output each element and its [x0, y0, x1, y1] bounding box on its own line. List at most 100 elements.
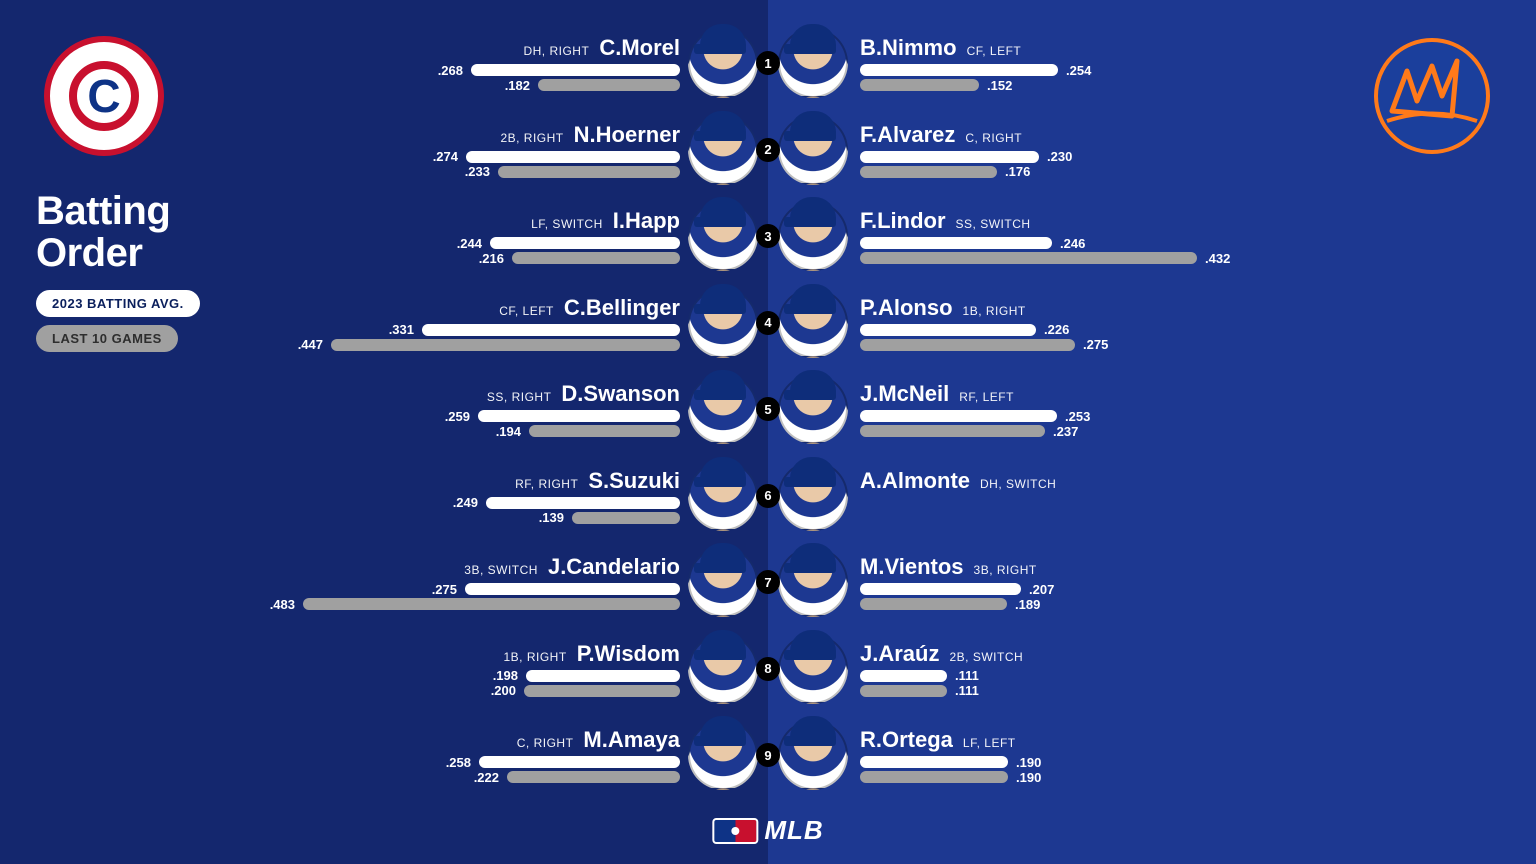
stat-value: .259: [437, 409, 478, 424]
stat-value: .268: [430, 63, 471, 78]
stat-value: .331: [381, 322, 422, 337]
player-row: J.McNeil RF, LEFT .253.237: [768, 370, 1268, 448]
player-bars: .190 .190: [860, 756, 1268, 783]
last10-bar: .200: [483, 685, 680, 697]
player-bars: .259 .194: [268, 410, 680, 437]
stat-value: .182: [497, 78, 538, 93]
player-bars: .207.189: [860, 583, 1268, 610]
season-avg-bar: .246: [860, 237, 1093, 249]
player-row: 4CF, LEFTC.Bellinger.331.447: [268, 284, 768, 362]
player-position: RF, LEFT: [959, 390, 1014, 404]
last10-bar: .194: [488, 425, 680, 437]
stat-value: .207: [1021, 582, 1062, 597]
player-nameline: P.Alonso 1B, RIGHT: [860, 295, 1026, 321]
player-info: CF, LEFTC.Bellinger .331 .447: [268, 295, 680, 351]
player-info: 3B, SWITCHJ.Candelario.275.483: [268, 554, 680, 610]
slot-number: 7: [756, 570, 780, 594]
player-bars: .230.176: [860, 151, 1268, 178]
slot-number: 2: [756, 138, 780, 162]
player-headshot: [778, 374, 848, 444]
season-avg-bar: .230: [860, 151, 1080, 163]
player-position: C, RIGHT: [517, 736, 574, 750]
player-row: A.AlmonteDH, SWITCH: [768, 457, 1268, 535]
player-bars: .253.237: [860, 410, 1268, 437]
last10-bar: .189: [860, 598, 1048, 610]
player-row: J.Araúz2B, SWITCH.111.111: [768, 630, 1268, 708]
stat-value: .230: [1039, 149, 1080, 164]
stat-bar: [465, 583, 680, 595]
player-row: F.Alvarez C, RIGHT .230.176: [768, 111, 1268, 189]
player-bars: [860, 497, 1268, 524]
player-row: R.OrtegaLF, LEFT.190.190: [768, 716, 1268, 794]
lineup-away: 1DH, RIGHTC.Morel.268.18222B, RIGHTN.Hoe…: [268, 24, 768, 794]
player-bars: .275.483: [268, 583, 680, 610]
away-panel: C Batting Order 2023 BATTING AVG. LAST 1…: [0, 0, 768, 864]
player-row: 73B, SWITCHJ.Candelario.275.483: [268, 543, 768, 621]
player-headshot: [778, 461, 848, 531]
mlb-footer: MLB: [712, 815, 823, 846]
legend-last10: LAST 10 GAMES: [36, 325, 178, 352]
slot-number: 8: [756, 657, 780, 681]
player-headshot: [778, 547, 848, 617]
player-bars: .111.111: [860, 670, 1268, 697]
player-info: RF, RIGHTS.Suzuki.249.139: [268, 468, 680, 524]
stat-bar: [860, 410, 1057, 422]
player-name: B.Nimmo: [860, 35, 957, 61]
player-row: 6RF, RIGHTS.Suzuki.249.139: [268, 457, 768, 535]
player-name: J.McNeil: [860, 381, 949, 407]
stat-value: .244: [449, 236, 490, 251]
player-position: 1B, RIGHT: [963, 304, 1026, 318]
legend-season: 2023 BATTING AVG.: [36, 290, 200, 317]
player-nameline: RF, RIGHTS.Suzuki: [515, 468, 680, 494]
player-name: F.Lindor: [860, 208, 946, 234]
player-row: 22B, RIGHTN.Hoerner.274.233: [268, 111, 768, 189]
player-position: DH, SWITCH: [980, 477, 1056, 491]
player-nameline: LF, SWITCHI.Happ: [531, 208, 680, 234]
player-position: LF, LEFT: [963, 736, 1016, 750]
stat-bar: [860, 670, 947, 682]
player-name: F.Alvarez: [860, 122, 955, 148]
stat-bar: [331, 339, 680, 351]
player-nameline: CF, LEFTC.Bellinger: [499, 295, 680, 321]
player-position: LF, SWITCH: [531, 217, 603, 231]
stat-value: .254: [1058, 63, 1099, 78]
stat-bar: [303, 598, 680, 610]
stat-value: .226: [1036, 322, 1077, 337]
player-row: P.Alonso1B, RIGHT.226.275: [768, 284, 1268, 362]
last10-bar: .216: [471, 252, 680, 264]
player-info: B.NimmoCF, LEFT.254.152: [860, 35, 1268, 91]
stat-bar: [479, 756, 680, 768]
player-row: 81B, RIGHTP.Wisdom.198.200: [268, 630, 768, 708]
player-bars: .258.222: [268, 756, 680, 783]
stat-value: .176: [997, 164, 1038, 179]
stat-value: .111: [947, 683, 987, 698]
player-row: 9C, RIGHTM.Amaya.258.222: [268, 716, 768, 794]
stat-value: .275: [424, 582, 465, 597]
player-headshot: [778, 720, 848, 790]
player-bars: .274.233: [268, 151, 680, 178]
player-row: M.Vientos3B, RIGHT.207.189: [768, 543, 1268, 621]
stat-bar: [860, 166, 997, 178]
player-nameline: A.AlmonteDH, SWITCH: [860, 468, 1056, 494]
player-info: M.Vientos3B, RIGHT.207.189: [860, 554, 1268, 610]
player-row: 5SS, RIGHTD.Swanson.259.194: [268, 370, 768, 448]
season-avg-bar: .253: [860, 410, 1098, 422]
player-name: J.Candelario: [548, 554, 680, 580]
stat-value: .483: [262, 597, 303, 612]
stat-value: .200: [483, 683, 524, 698]
player-position: CF, LEFT: [499, 304, 554, 318]
player-position: 2B, SWITCH: [949, 650, 1023, 664]
player-info: A.AlmonteDH, SWITCH: [860, 468, 1268, 524]
home-panel: B.NimmoCF, LEFT.254.152 F.Alvarez C, RIGHT…: [768, 0, 1536, 864]
season-avg-bar: .198: [485, 670, 680, 682]
stat-value: .139: [531, 510, 572, 525]
stat-value: .190: [1008, 770, 1049, 785]
player-name: C.Morel: [599, 35, 680, 61]
player-row: F.LindorSS, SWITCH.246.432: [768, 197, 1268, 275]
player-row: 1DH, RIGHTC.Morel.268.182: [268, 24, 768, 102]
stat-value: .447: [290, 337, 331, 352]
player-position: C, RIGHT: [965, 131, 1022, 145]
season-avg-bar: .258: [438, 756, 680, 768]
season-avg-bar: .190: [860, 756, 1049, 768]
player-name: P.Alonso: [860, 295, 953, 321]
